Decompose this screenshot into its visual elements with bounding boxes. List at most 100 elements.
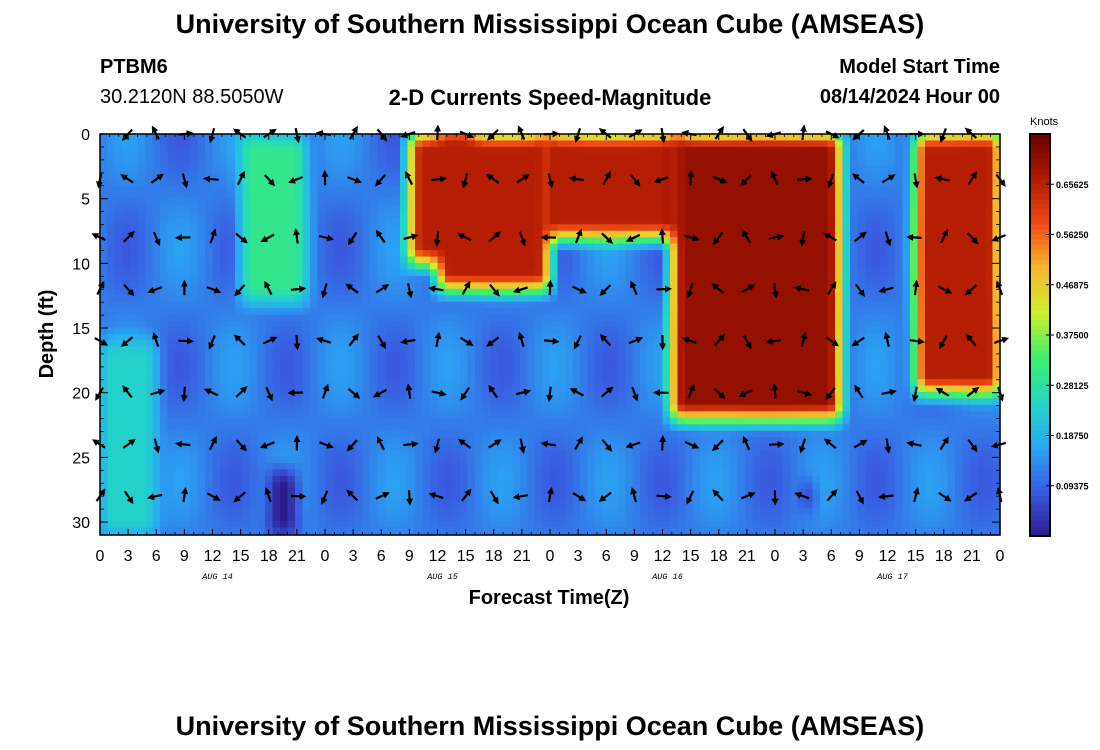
heatmap-cell (452, 134, 461, 142)
heatmap-cell (475, 321, 484, 329)
heatmap-cell (610, 301, 619, 309)
heatmap-cell (587, 217, 596, 225)
heatmap-cell (475, 469, 484, 477)
heatmap-cell (310, 495, 319, 503)
heatmap-cell (332, 256, 341, 264)
heatmap-cell (535, 153, 544, 161)
heatmap-cell (280, 185, 289, 193)
heatmap-cell (482, 198, 491, 206)
heatmap-cell (280, 230, 289, 238)
heatmap-cell (325, 230, 334, 238)
heatmap-cell (100, 385, 109, 393)
heatmap-cell (362, 366, 371, 374)
heatmap-cell (392, 192, 401, 200)
heatmap-cell (632, 327, 641, 335)
heatmap-cell (205, 514, 214, 522)
heatmap-cell (415, 462, 424, 470)
heatmap-cell (362, 456, 371, 464)
heatmap-cell (182, 527, 191, 535)
heatmap-cell (617, 192, 626, 200)
heatmap-cell (565, 237, 574, 245)
heatmap-cell (280, 153, 289, 161)
heatmap-cell (152, 211, 161, 219)
heatmap-cell (287, 495, 296, 503)
heatmap-cell (145, 327, 154, 335)
heatmap-cell (512, 275, 521, 283)
heatmap-cell (392, 282, 401, 290)
heatmap-cell (467, 527, 476, 535)
heatmap-cell (685, 372, 694, 380)
heatmap-cell (482, 204, 491, 212)
heatmap-cell (250, 204, 259, 212)
heatmap-cell (242, 198, 251, 206)
heatmap-cell (265, 198, 274, 206)
heatmap-cell (325, 379, 334, 387)
heatmap-cell (235, 314, 244, 322)
heatmap-cell (662, 250, 671, 258)
heatmap-cell (137, 475, 146, 483)
heatmap-cell (565, 159, 574, 167)
heatmap-cell (475, 443, 484, 451)
heatmap-cell (220, 288, 229, 296)
heatmap-cell (565, 372, 574, 380)
heatmap-cell (197, 508, 206, 516)
heatmap-cell (130, 301, 139, 309)
heatmap-cell (407, 346, 416, 354)
heatmap-cell (422, 230, 431, 238)
heatmap-cell (407, 237, 416, 245)
heatmap-cell (272, 424, 281, 432)
heatmap-cell (452, 456, 461, 464)
heatmap-cell (235, 469, 244, 477)
heatmap-cell (130, 243, 139, 251)
heatmap-cell (220, 192, 229, 200)
heatmap-cell (137, 198, 146, 206)
heatmap-cell (445, 295, 454, 303)
heatmap-cell (392, 340, 401, 348)
heatmap-cell (145, 282, 154, 290)
heatmap-cell (205, 185, 214, 193)
heatmap-cell (670, 211, 679, 219)
heatmap-cell (130, 204, 139, 212)
heatmap-cell (550, 217, 559, 225)
heatmap-cell (115, 308, 124, 316)
heatmap-cell (122, 314, 131, 322)
heatmap-cell (520, 508, 529, 516)
heatmap-cell (115, 379, 124, 387)
heatmap-cell (460, 185, 469, 193)
heatmap-cell (497, 314, 506, 322)
heatmap-cell (152, 179, 161, 187)
heatmap-cell (190, 333, 199, 341)
heatmap-cell (205, 179, 214, 187)
heatmap-cell (565, 521, 574, 529)
heatmap-cell (670, 140, 679, 148)
heatmap-cell (610, 275, 619, 283)
heatmap-cell (287, 275, 296, 283)
heatmap-cell (557, 269, 566, 277)
heatmap-cell (145, 134, 154, 142)
heatmap-cell (617, 256, 626, 264)
heatmap-cell (287, 501, 296, 509)
heatmap-cell (250, 469, 259, 477)
heatmap-cell (505, 482, 514, 490)
heatmap-cell (385, 308, 394, 316)
heatmap-cell (280, 198, 289, 206)
heatmap-cell (662, 230, 671, 238)
heatmap-cell (272, 366, 281, 374)
heatmap-cell (272, 166, 281, 174)
heatmap-cell (662, 263, 671, 271)
heatmap-cell (467, 224, 476, 232)
heatmap-cell (550, 146, 559, 154)
heatmap-cell (392, 172, 401, 180)
heatmap-cell (557, 179, 566, 187)
heatmap-cell (497, 521, 506, 529)
heatmap-cell (167, 359, 176, 367)
heatmap-cell (355, 321, 364, 329)
heatmap-cell (130, 521, 139, 529)
heatmap-cell (407, 269, 416, 277)
heatmap-cell (310, 282, 319, 290)
heatmap-cell (527, 295, 536, 303)
heatmap-cell (610, 340, 619, 348)
heatmap-cell (145, 482, 154, 490)
heatmap-cell (527, 250, 536, 258)
heatmap-cell (460, 366, 469, 374)
